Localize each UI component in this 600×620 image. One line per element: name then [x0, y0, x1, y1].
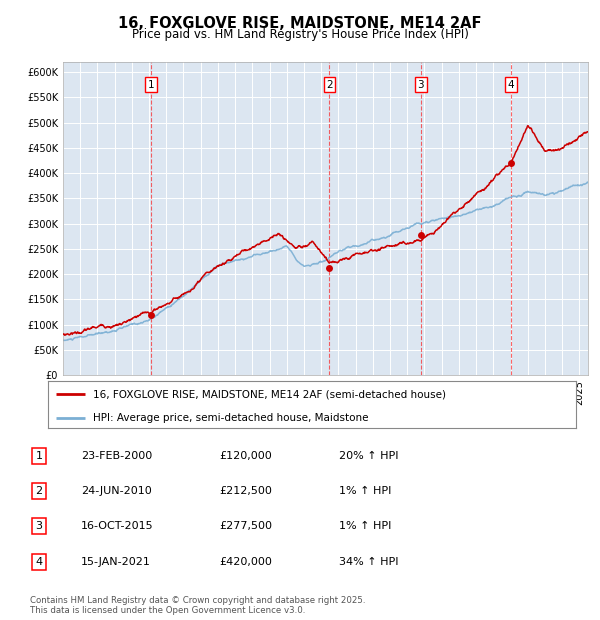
- Text: 16, FOXGLOVE RISE, MAIDSTONE, ME14 2AF: 16, FOXGLOVE RISE, MAIDSTONE, ME14 2AF: [118, 16, 482, 31]
- Text: Price paid vs. HM Land Registry's House Price Index (HPI): Price paid vs. HM Land Registry's House …: [131, 28, 469, 41]
- Text: £212,500: £212,500: [219, 486, 272, 496]
- Text: 1% ↑ HPI: 1% ↑ HPI: [339, 486, 391, 496]
- Text: 4: 4: [35, 557, 43, 567]
- Text: 3: 3: [35, 521, 43, 531]
- Text: HPI: Average price, semi-detached house, Maidstone: HPI: Average price, semi-detached house,…: [93, 412, 368, 423]
- Text: £120,000: £120,000: [219, 451, 272, 461]
- Text: 20% ↑ HPI: 20% ↑ HPI: [339, 451, 398, 461]
- Text: £420,000: £420,000: [219, 557, 272, 567]
- Text: 1% ↑ HPI: 1% ↑ HPI: [339, 521, 391, 531]
- Text: 2: 2: [35, 486, 43, 496]
- Text: 15-JAN-2021: 15-JAN-2021: [81, 557, 151, 567]
- Text: 34% ↑ HPI: 34% ↑ HPI: [339, 557, 398, 567]
- Text: 2: 2: [326, 80, 333, 90]
- Text: 4: 4: [508, 80, 515, 90]
- Text: 23-FEB-2000: 23-FEB-2000: [81, 451, 152, 461]
- Text: 1: 1: [35, 451, 43, 461]
- Text: 16-OCT-2015: 16-OCT-2015: [81, 521, 154, 531]
- Text: 1: 1: [148, 80, 155, 90]
- Text: 3: 3: [418, 80, 424, 90]
- Text: 16, FOXGLOVE RISE, MAIDSTONE, ME14 2AF (semi-detached house): 16, FOXGLOVE RISE, MAIDSTONE, ME14 2AF (…: [93, 389, 446, 399]
- Text: 24-JUN-2010: 24-JUN-2010: [81, 486, 152, 496]
- Text: Contains HM Land Registry data © Crown copyright and database right 2025.
This d: Contains HM Land Registry data © Crown c…: [30, 596, 365, 615]
- Text: £277,500: £277,500: [219, 521, 272, 531]
